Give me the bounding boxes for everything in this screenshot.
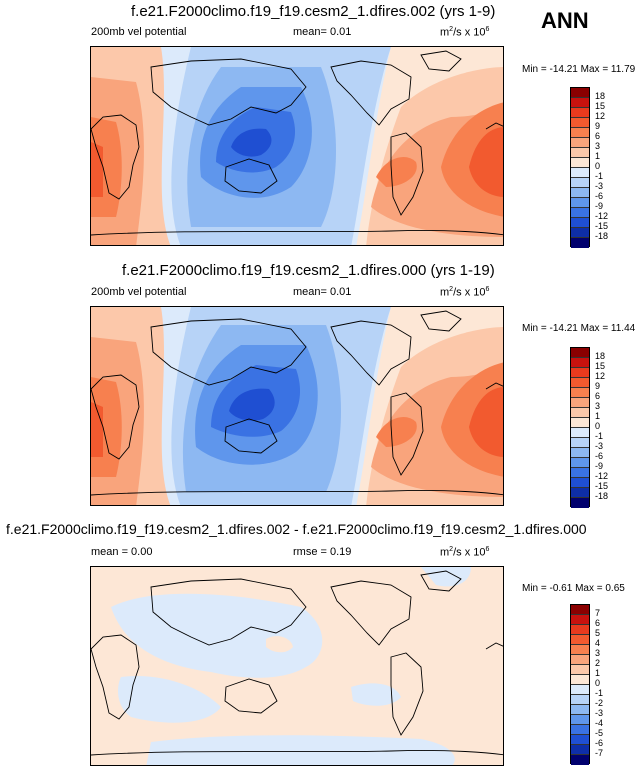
cb3-label: 0 (595, 678, 601, 688)
cb1-label: -12 (595, 211, 609, 221)
panel-3-units: m2/s x 106 (440, 546, 490, 559)
panel-3-rmse: rmse = 0.19 (293, 546, 352, 558)
panel-3-contour-field (91, 567, 503, 765)
panel-2-mean: mean= 0.01 (293, 286, 352, 298)
cb2-label: 3 (595, 401, 601, 411)
cb2-label: -6 (595, 451, 604, 461)
cb2-label: 0 (595, 421, 601, 431)
cb3-label: -6 (595, 738, 604, 748)
panel-3-map (90, 566, 504, 766)
cb3-label: -4 (595, 718, 604, 728)
cb2-label: -12 (595, 471, 609, 481)
cb1-label: -1 (595, 171, 604, 181)
cb1-label: -18 (595, 231, 609, 241)
panel-1-title: f.e21.F2000climo.f19_f19.cesm2_1.dfires.… (131, 3, 496, 20)
cb2-label: -9 (595, 461, 604, 471)
panel-3-minmax: Min = -0.61 Max = 0.65 (522, 583, 625, 594)
panel-1-map (90, 46, 504, 246)
cb3-label: -3 (595, 708, 604, 718)
cb2-label: 1 (595, 411, 601, 421)
cb1-label: -15 (595, 221, 609, 231)
panel-3-mean: mean = 0.00 (91, 546, 153, 558)
cb1-label: 0 (595, 161, 601, 171)
cb1-label: 15 (595, 101, 606, 111)
panel-2-colorbar (570, 347, 590, 508)
cb1-label: 12 (595, 111, 606, 121)
cb2-label: 15 (595, 361, 606, 371)
cb3-label: 3 (595, 648, 601, 658)
cb2-label: 6 (595, 391, 601, 401)
panel-1-colorbar (570, 87, 590, 248)
cb1-label: 3 (595, 141, 601, 151)
cb3-label: 7 (595, 608, 601, 618)
panel-1-units: m2/s x 106 (440, 26, 490, 39)
cb3-label: 6 (595, 618, 601, 628)
panel-2-title: f.e21.F2000climo.f19_f19.cesm2_1.dfires.… (122, 262, 495, 279)
cb3-label: 5 (595, 628, 601, 638)
cb3-label: -1 (595, 688, 604, 698)
cb2-label: 12 (595, 371, 606, 381)
cb1-label: 1 (595, 151, 601, 161)
cb2-label: 9 (595, 381, 601, 391)
panel-2-units: m2/s x 106 (440, 286, 490, 299)
cb2-label: 18 (595, 351, 606, 361)
panel-3-colorbar (570, 604, 590, 765)
panel-1-contour-field (91, 47, 503, 245)
panel-1-variable: 200mb vel potential (91, 26, 187, 38)
cb1-label: 9 (595, 121, 601, 131)
season-label: ANN (541, 8, 589, 33)
panel-2-map (90, 306, 504, 506)
cb3-label: -5 (595, 728, 604, 738)
cb1-label: -6 (595, 191, 604, 201)
cb3-label: -2 (595, 698, 604, 708)
panel-1-minmax: Min = -14.21 Max = 11.79 (522, 64, 636, 75)
panel-1-mean: mean= 0.01 (293, 26, 352, 38)
cb1-label: 6 (595, 131, 601, 141)
cb2-label: -1 (595, 431, 604, 441)
cb1-label: -3 (595, 181, 604, 191)
cb3-label: 4 (595, 638, 601, 648)
cb1-label: 18 (595, 91, 606, 101)
cb2-label: -3 (595, 441, 604, 451)
panel-2-variable: 200mb vel potential (91, 286, 187, 298)
panel-2-minmax: Min = -14.21 Max = 11.44 (522, 323, 636, 334)
cb2-label: -15 (595, 481, 609, 491)
cb1-label: -9 (595, 201, 604, 211)
panel-2-contour-field (91, 307, 503, 505)
panel-3-title: f.e21.F2000climo.f19_f19.cesm2_1.dfires.… (6, 521, 587, 537)
cb2-label: -18 (595, 491, 609, 501)
cb3-label: 1 (595, 668, 601, 678)
cb3-label: 2 (595, 658, 601, 668)
cb3-label: -7 (595, 748, 604, 758)
